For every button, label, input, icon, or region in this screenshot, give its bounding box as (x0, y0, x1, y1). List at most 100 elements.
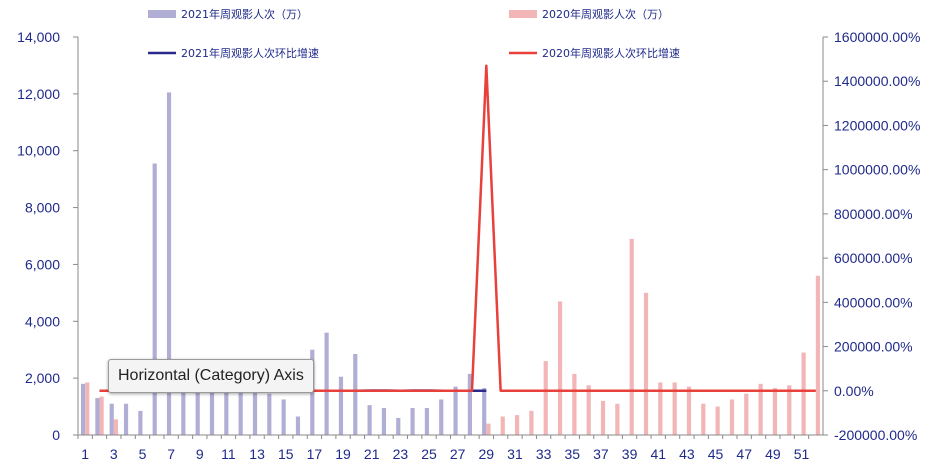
x-tick-label: 5 (139, 446, 147, 462)
bar-2020-week-49 (772, 388, 778, 435)
legend-swatch (148, 10, 176, 18)
bar-2020-week-32 (529, 410, 534, 435)
y-left-tick-label: 8,000 (25, 200, 60, 216)
bar-2020-week-38 (615, 403, 620, 435)
bar-2021-week-9 (195, 385, 200, 435)
y-right-tick-label: 1600000.00% (834, 29, 920, 45)
y-left-tick-label: 6,000 (25, 256, 60, 272)
y-right-tick-label: 1000000.00% (834, 162, 920, 178)
bar-2020-week-39 (629, 238, 634, 435)
y-left-tick-label: 12,000 (17, 86, 60, 102)
bar-2020-week-33 (543, 361, 548, 435)
bar-2021-week-2 (95, 398, 100, 435)
bar-2020-week-34 (557, 301, 563, 435)
bar-2020-week-51 (801, 352, 806, 435)
bar-2021-week-19 (338, 376, 344, 435)
x-tick-label: 19 (335, 446, 351, 462)
x-tick-label: 23 (393, 446, 409, 462)
x-tick-label: 17 (307, 446, 323, 462)
x-tick-label: 45 (708, 446, 724, 462)
bar-2021-week-23 (396, 417, 401, 435)
bar-2021-week-18 (324, 332, 329, 435)
bar-2021-week-8 (181, 379, 186, 435)
y-left-tick-label: 0 (52, 427, 60, 443)
legend-item: 2020年周观影人次（万） (509, 7, 669, 21)
bar-layer (80, 92, 821, 435)
y-left-tick-label: 10,000 (17, 143, 60, 159)
y-right-tick-label: 600000.00% (834, 250, 913, 266)
bar-2021-week-25 (424, 407, 430, 435)
bar-2021-week-5 (138, 410, 143, 435)
bar-2020-week-45 (715, 406, 720, 435)
legend-item: 2020年周观影人次环比增速 (509, 46, 680, 60)
bar-2021-week-1 (80, 383, 86, 435)
legend-swatch (509, 10, 537, 18)
y-right-tick-label: 1400000.00% (834, 73, 920, 89)
y-left-tick-label: 2,000 (25, 370, 60, 386)
bar-2020-week-29 (486, 423, 491, 435)
x-tick-label: 13 (249, 446, 265, 462)
bar-2020-week-41 (658, 382, 663, 435)
bar-2020-week-31 (514, 415, 520, 435)
bar-2020-week-1 (85, 382, 90, 435)
bar-2021-week-15 (281, 399, 286, 435)
bar-2020-week-37 (600, 400, 606, 435)
x-tick-label: 43 (679, 446, 695, 462)
bar-2020-week-52 (815, 275, 821, 435)
bar-2021-week-11 (224, 372, 229, 435)
bar-2020-week-44 (701, 403, 706, 435)
bar-2021-week-3 (109, 403, 114, 435)
legend-item: 2021年周观影人次（万） (148, 7, 308, 21)
x-tick-label: 9 (196, 446, 204, 462)
bar-2021-week-21 (367, 405, 372, 435)
x-tick-label: 49 (765, 446, 781, 462)
bar-2021-week-26 (439, 399, 444, 435)
x-tick-label: 39 (622, 446, 638, 462)
x-tick-label: 47 (736, 446, 752, 462)
bar-2020-week-36 (586, 385, 591, 435)
legend-label: 2020年周观影人次环比增速 (542, 46, 680, 60)
x-tick-label: 33 (536, 446, 552, 462)
y-left-tick-label: 14,000 (17, 29, 60, 45)
tick-labels: 0 2,000 4,000 6,000 8,000 10,000 12,000 14,000 -… (17, 29, 920, 462)
y-right-tick-label: 200000.00% (834, 339, 913, 355)
bar-2020-week-3 (113, 419, 119, 435)
bar-2021-week-12 (238, 375, 243, 435)
x-tick-label: 11 (221, 446, 236, 462)
axis-tooltip: Horizontal (Category) Axis (108, 359, 314, 393)
y-right-tick-label: -200000.00% (834, 427, 917, 443)
x-tick-label: 15 (278, 446, 294, 462)
y-right-tick-label: 400000.00% (834, 294, 913, 310)
bar-2021-week-4 (123, 403, 129, 435)
legend-label: 2020年周观影人次（万） (542, 7, 669, 21)
x-tick-label: 27 (450, 446, 466, 462)
bar-2021-week-7 (166, 92, 172, 435)
line-2020-wow-growth (99, 64, 816, 393)
bar-2021-week-10 (209, 383, 215, 435)
bar-2020-week-30 (500, 416, 505, 435)
x-tick-label: 51 (794, 446, 810, 462)
bar-2021-week-28 (467, 373, 472, 435)
bar-2021-week-20 (353, 353, 358, 435)
x-tick-label: 35 (564, 446, 580, 462)
bar-2020-week-35 (572, 373, 577, 435)
bar-2020-week-40 (643, 292, 649, 435)
bar-2020-week-43 (686, 386, 692, 435)
x-tick-label: 29 (479, 446, 495, 462)
x-tick-label: 37 (593, 446, 609, 462)
y-left-tick-label: 4,000 (25, 313, 60, 329)
axes (73, 36, 828, 439)
legend: 2021年周观影人次（万） 2020年周观影人次（万） 2021年周观影人次环比增速… (148, 7, 680, 60)
bar-2021-week-13 (252, 373, 258, 435)
x-tick-label: 7 (167, 446, 175, 462)
bar-2021-week-24 (410, 407, 415, 435)
bar-2021-week-22 (381, 407, 387, 435)
bar-2021-week-27 (453, 386, 458, 435)
legend-item: 2021年周观影人次环比增速 (148, 46, 319, 60)
legend-label: 2021年周观影人次（万） (181, 7, 308, 21)
bar-2021-week-6 (152, 163, 157, 435)
legend-label: 2021年周观影人次环比增速 (181, 46, 319, 60)
bar-2020-week-2 (99, 396, 104, 435)
bar-2020-week-47 (744, 393, 749, 435)
